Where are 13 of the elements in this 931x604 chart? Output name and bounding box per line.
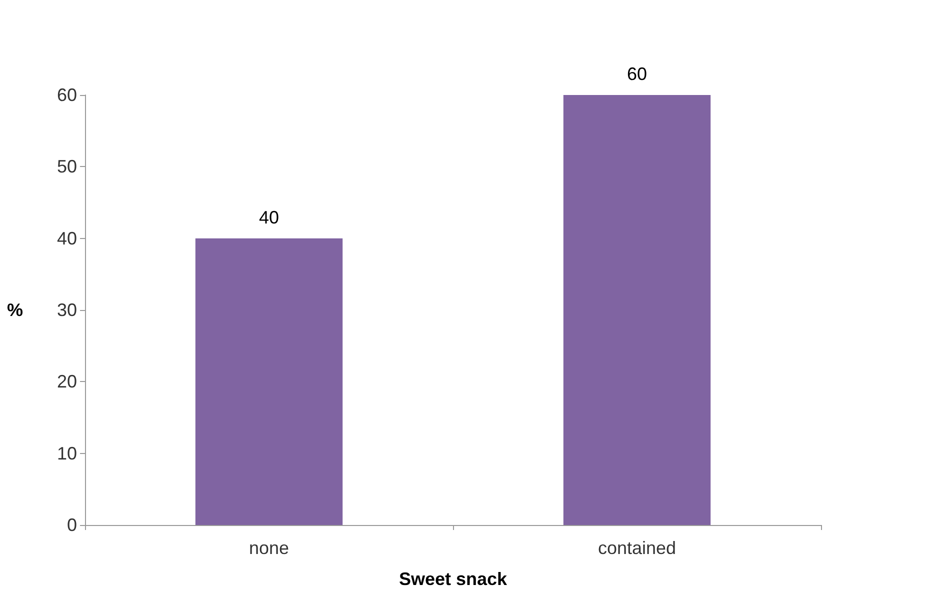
data-label: 40 — [258, 207, 280, 228]
y-tick-label: 60 — [56, 85, 77, 105]
y-tick-label: 0 — [66, 515, 77, 535]
y-tick-label: 10 — [56, 443, 77, 464]
y-tick-label: 50 — [56, 156, 77, 177]
y-tick-label: 30 — [56, 300, 77, 320]
y-tick-label: 40 — [56, 228, 77, 248]
data-label: 60 — [626, 64, 648, 84]
x-tick-label: none — [248, 538, 290, 558]
x-axis-title: Sweet snack — [398, 569, 508, 589]
x-tick-label: contained — [598, 538, 676, 558]
y-axis-title: % — [6, 300, 23, 320]
y-tick-label: 20 — [56, 372, 77, 392]
